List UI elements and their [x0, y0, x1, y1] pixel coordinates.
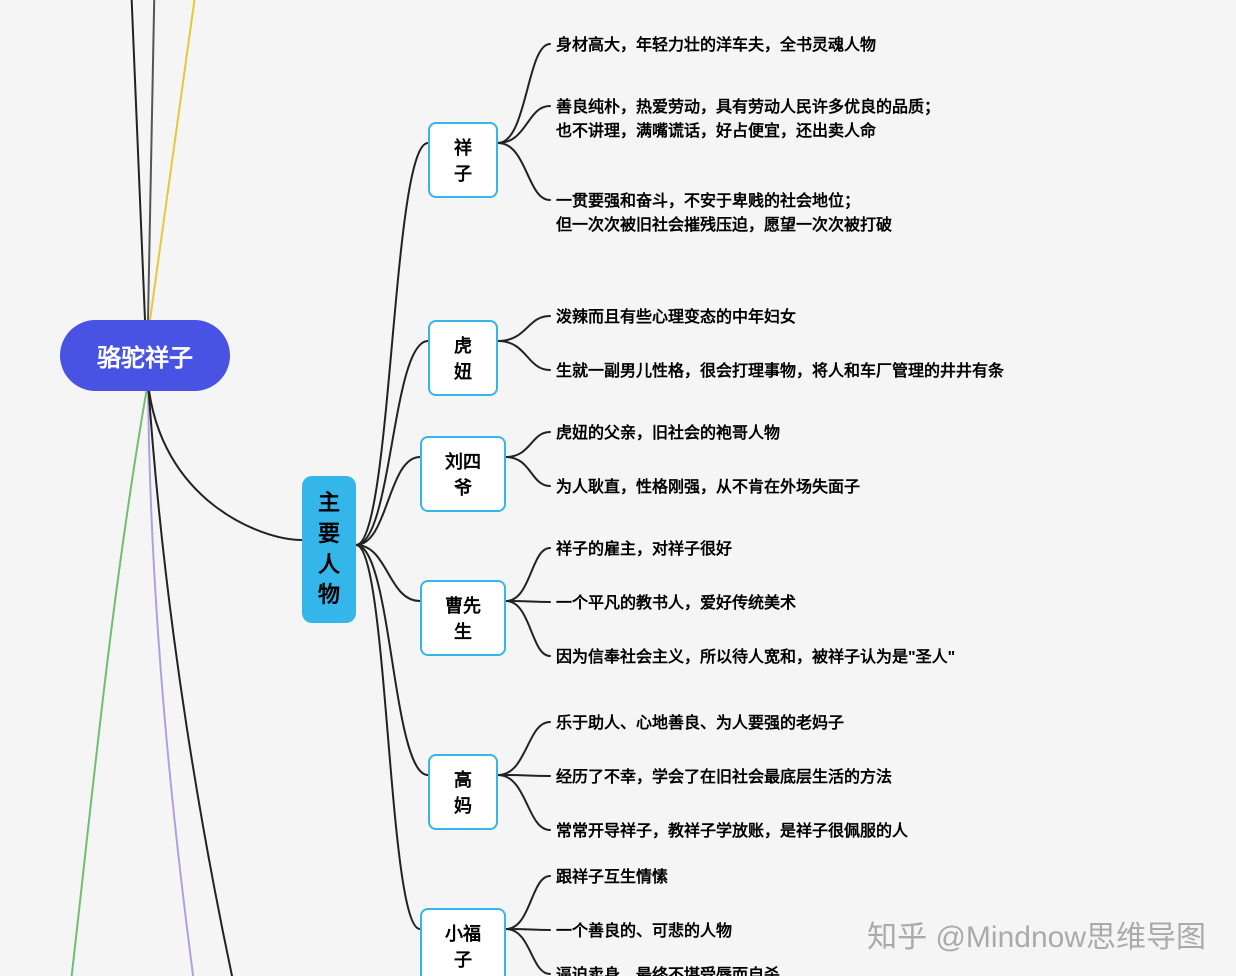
character-node[interactable]: 高妈: [428, 754, 498, 830]
character-node[interactable]: 小福子: [420, 908, 506, 976]
description-leaf: 虎妞的父亲，旧社会的袍哥人物: [556, 422, 780, 446]
description-leaf: 经历了不幸，学会了在旧社会最底层生活的方法: [556, 766, 892, 790]
character-node[interactable]: 虎妞: [428, 320, 498, 396]
root-node[interactable]: 骆驼祥子: [60, 320, 230, 391]
description-leaf: 乐于助人、心地善良、为人要强的老妈子: [556, 712, 844, 736]
description-leaf: 逼迫卖身，最终不堪受辱而自杀: [556, 964, 780, 976]
description-leaf: 为人耿直，性格刚强，从不肯在外场失面子: [556, 476, 860, 500]
description-leaf: 祥子的雇主，对祥子很好: [556, 538, 732, 562]
character-node[interactable]: 祥子: [428, 122, 498, 198]
description-leaf: 跟祥子互生情愫: [556, 866, 668, 890]
description-leaf: 善良纯朴，热爱劳动，具有劳动人民许多优良的品质； 也不讲理，满嘴谎话，好占便宜，…: [556, 96, 940, 144]
description-leaf: 因为信奉社会主义，所以待人宽和，被祥子认为是"圣人": [556, 646, 955, 670]
description-leaf: 身材高大，年轻力壮的洋车夫，全书灵魂人物: [556, 34, 876, 58]
watermark: 知乎 @Mindnow思维导图: [867, 912, 1206, 956]
description-leaf: 一个平凡的教书人，爱好传统美术: [556, 592, 796, 616]
description-leaf: 生就一副男儿性格，很会打理事物，将人和车厂管理的井井有条: [556, 360, 1004, 384]
category-node-main-characters[interactable]: 主要人物: [302, 476, 356, 623]
description-leaf: 泼辣而且有些心理变态的中年妇女: [556, 306, 796, 330]
description-leaf: 一个善良的、可悲的人物: [556, 920, 732, 944]
description-leaf: 一贯要强和奋斗，不安于卑贱的社会地位； 但一次次被旧社会摧残压迫，愿望一次次被打…: [556, 190, 892, 238]
character-node[interactable]: 曹先生: [420, 580, 506, 656]
character-node[interactable]: 刘四爷: [420, 436, 506, 512]
description-leaf: 常常开导祥子，教祥子学放账，是祥子很佩服的人: [556, 820, 908, 844]
